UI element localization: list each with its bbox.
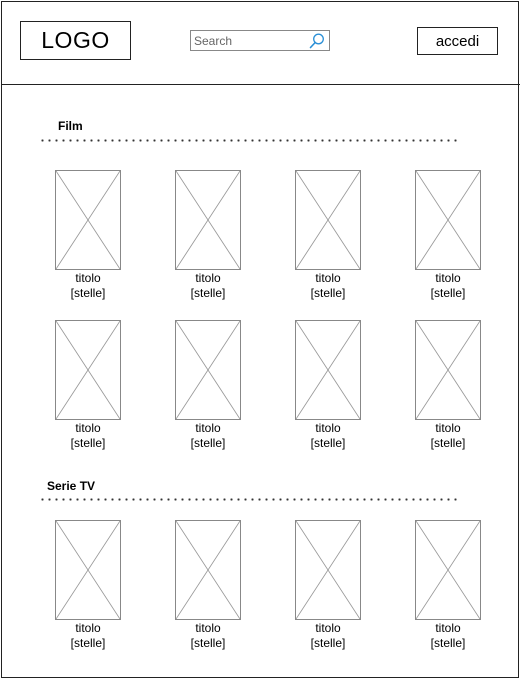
card-title[interactable]: titolo [435, 421, 461, 435]
image-placeholder-icon [56, 171, 120, 269]
card-rating: [stelle] [190, 636, 226, 650]
content-card[interactable]: titolo [stelle] [295, 320, 361, 450]
login-button[interactable]: accedi [417, 27, 498, 55]
card-rating: [stelle] [70, 436, 106, 450]
card-rating: [stelle] [310, 436, 346, 450]
header-divider [1, 84, 520, 85]
card-rating: [stelle] [430, 286, 466, 300]
poster-placeholder[interactable] [55, 520, 121, 620]
card-rating: [stelle] [70, 286, 106, 300]
card-rating: [stelle] [430, 436, 466, 450]
image-placeholder-icon [296, 171, 360, 269]
poster-placeholder[interactable] [55, 170, 121, 270]
image-placeholder-icon [296, 521, 360, 619]
image-placeholder-icon [56, 521, 120, 619]
content-card[interactable]: titolo [stelle] [415, 170, 481, 300]
card-rating: [stelle] [70, 636, 106, 650]
section-divider [39, 498, 461, 501]
card-rating: [stelle] [310, 286, 346, 300]
card-title[interactable]: titolo [75, 421, 101, 435]
poster-placeholder[interactable] [175, 320, 241, 420]
content-card[interactable]: titolo [stelle] [175, 320, 241, 450]
content-card[interactable]: titolo [stelle] [175, 170, 241, 300]
card-title[interactable]: titolo [195, 421, 221, 435]
poster-placeholder[interactable] [295, 320, 361, 420]
card-title[interactable]: titolo [75, 271, 101, 285]
section-title-serie-tv: Serie TV [47, 479, 96, 493]
card-title[interactable]: titolo [435, 621, 461, 635]
card-title[interactable]: titolo [195, 621, 221, 635]
image-placeholder-icon [416, 321, 480, 419]
poster-placeholder[interactable] [175, 520, 241, 620]
content-card[interactable]: titolo [stelle] [55, 520, 121, 650]
poster-placeholder[interactable] [415, 520, 481, 620]
card-rating: [stelle] [190, 436, 226, 450]
content-card[interactable]: titolo [stelle] [55, 170, 121, 300]
search-input[interactable] [194, 32, 304, 49]
image-placeholder-icon [296, 321, 360, 419]
content-card[interactable]: titolo [stelle] [175, 520, 241, 650]
content-card[interactable]: titolo [stelle] [415, 520, 481, 650]
search-box[interactable] [190, 30, 330, 51]
card-title[interactable]: titolo [315, 271, 341, 285]
poster-placeholder[interactable] [295, 170, 361, 270]
image-placeholder-icon [56, 321, 120, 419]
section-title-film: Film [58, 119, 83, 133]
content-card[interactable]: titolo [stelle] [295, 520, 361, 650]
poster-placeholder[interactable] [55, 320, 121, 420]
card-title[interactable]: titolo [75, 621, 101, 635]
image-placeholder-icon [176, 521, 240, 619]
poster-placeholder[interactable] [295, 520, 361, 620]
card-rating: [stelle] [190, 286, 226, 300]
poster-placeholder[interactable] [415, 320, 481, 420]
image-placeholder-icon [176, 321, 240, 419]
card-title[interactable]: titolo [315, 621, 341, 635]
content-card[interactable]: titolo [stelle] [415, 320, 481, 450]
image-placeholder-icon [176, 171, 240, 269]
image-placeholder-icon [416, 171, 480, 269]
image-placeholder-icon [416, 521, 480, 619]
poster-placeholder[interactable] [175, 170, 241, 270]
section-divider [39, 139, 461, 142]
card-title[interactable]: titolo [195, 271, 221, 285]
search-icon[interactable] [308, 32, 326, 50]
content-card[interactable]: titolo [stelle] [55, 320, 121, 450]
content-card[interactable]: titolo [stelle] [295, 170, 361, 300]
card-title[interactable]: titolo [315, 421, 341, 435]
logo[interactable]: LOGO [20, 21, 131, 60]
card-rating: [stelle] [310, 636, 346, 650]
card-rating: [stelle] [430, 636, 466, 650]
card-title[interactable]: titolo [435, 271, 461, 285]
poster-placeholder[interactable] [415, 170, 481, 270]
